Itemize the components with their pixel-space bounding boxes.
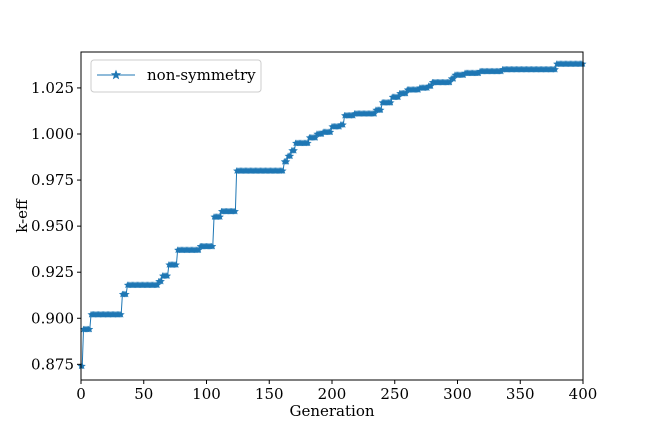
data-point [209,242,217,250]
x-tick-label: 400 [569,385,598,403]
y-axis-label: k-eff [13,198,31,233]
plot-frame [80,51,584,381]
series-layer [77,60,587,370]
data-point [78,362,86,370]
legend-box [90,59,262,93]
series-line-non-symmetry [81,63,583,367]
x-tick-label: 300 [443,385,472,403]
y-tick-label: 0.975 [31,171,74,189]
y-tick-label: 1.025 [31,79,74,97]
data-point [427,82,435,90]
legend-label: non-symmetry [147,66,256,84]
data-point [153,281,162,289]
data-point [122,290,130,298]
x-tick-label: 350 [506,385,535,403]
y-tick-label: 0.950 [31,217,74,235]
ticks-layer: 0 50 100 150 200 250 300 350 400 0.875 0.900 0.925 0… [31,79,597,403]
y-tick-label: 0.875 [31,355,74,373]
data-point [446,78,454,86]
x-tick-label: 0 [76,385,86,403]
data-point [339,120,347,128]
y-tick-label: 0.925 [31,263,74,281]
data-point [216,213,224,221]
data-point [312,133,320,141]
data-point [327,128,335,136]
x-tick-label: 250 [380,385,409,403]
data-point [290,146,298,154]
x-tick-label: 50 [134,385,153,403]
data-point [551,65,560,73]
legend: non-symmetry [90,59,262,93]
data-point [371,109,379,117]
data-point [157,277,165,285]
x-tick-label: 100 [192,385,221,403]
data-point [86,325,94,333]
data-point [195,246,203,254]
data-point [450,74,458,82]
x-tick-label: 150 [255,385,284,403]
data-point [172,261,181,268]
data-point [286,152,295,160]
data-point [117,310,125,318]
legend-star-marker [110,69,122,80]
data-point [387,98,395,106]
y-tick-label: 1.000 [31,125,74,143]
data-point [279,167,287,174]
data-point [283,157,291,165]
y-tick-label: 0.900 [31,309,74,327]
data-point [304,139,312,147]
data-point [163,272,172,279]
data-point [402,89,410,97]
x-tick-label: 200 [318,385,347,403]
data-point [394,93,403,101]
data-point [377,106,385,114]
x-axis-label: Generation [289,402,374,420]
data-point [231,207,240,215]
